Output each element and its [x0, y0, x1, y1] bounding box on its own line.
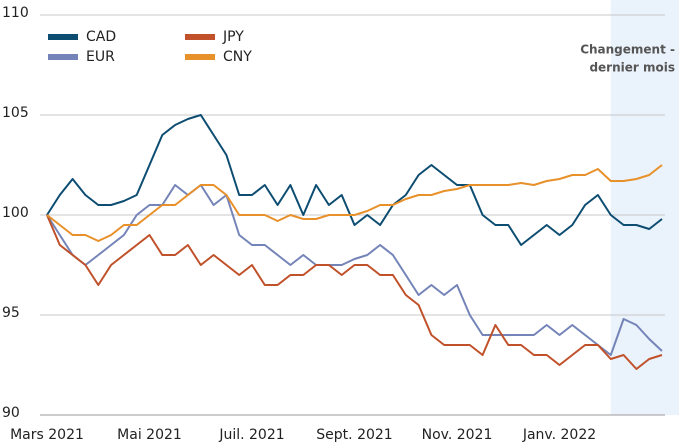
x-tick-label: Janv. 2022: [522, 427, 596, 443]
x-tick-label: Juil. 2021: [218, 427, 284, 443]
x-tick-label: Nov. 2021: [422, 427, 493, 443]
y-tick-label: 90: [2, 405, 20, 421]
y-tick-label: 110: [2, 5, 29, 21]
series-line: [46, 164, 663, 242]
legend-label: CNY: [223, 49, 252, 65]
series-line: [46, 214, 663, 370]
annotation: dernier mois: [589, 61, 675, 75]
legend-label: JPY: [222, 29, 244, 45]
y-tick-label: 100: [2, 205, 29, 221]
x-tick-label: Mars 2021: [10, 427, 84, 443]
series-line: [46, 184, 663, 356]
series-line: [46, 114, 663, 246]
legend-label: CAD: [86, 29, 116, 45]
legend-label: EUR: [86, 49, 115, 65]
y-tick-label: 95: [2, 305, 20, 321]
annotation: Changement -: [580, 43, 675, 57]
highlight-region: [610, 0, 679, 415]
x-tick-label: Mai 2021: [117, 427, 182, 443]
y-tick-label: 105: [2, 105, 29, 121]
x-tick-label: Sept. 2021: [316, 427, 392, 443]
